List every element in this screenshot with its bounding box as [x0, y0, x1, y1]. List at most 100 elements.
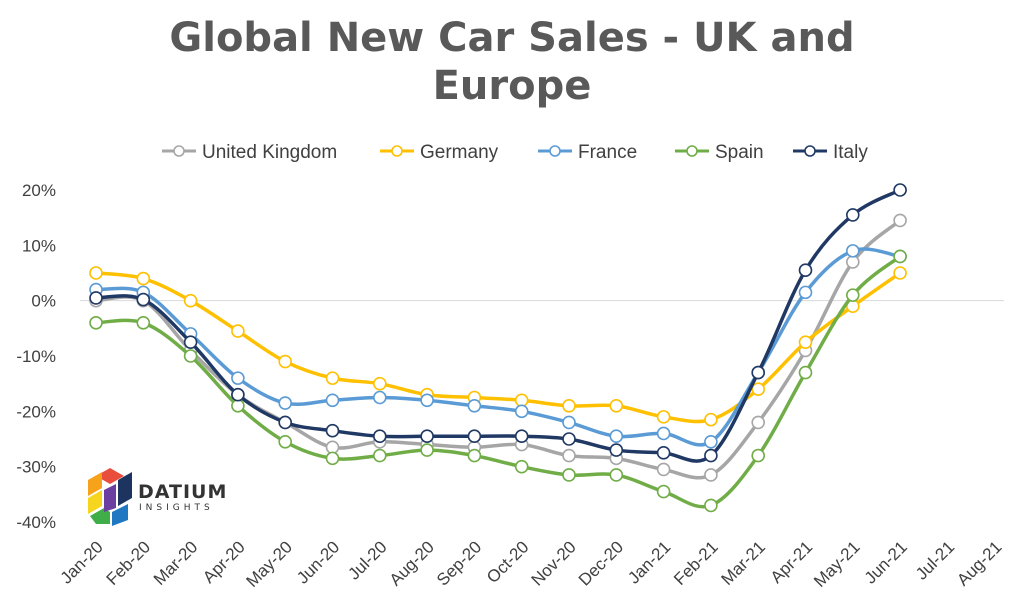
data-point-spain [562, 468, 576, 482]
logo-hexagon-purple [104, 484, 116, 512]
data-point-italy [183, 335, 198, 349]
legend-swatch-marker [549, 145, 561, 157]
data-point-spain [751, 448, 766, 463]
x-tick-label: Aug-21 [953, 537, 1005, 589]
data-point-france [467, 398, 482, 413]
data-point-spain [136, 315, 151, 330]
datium-insights-logo: DATIUM INSIGHTS [88, 468, 227, 526]
series-layer [89, 183, 907, 513]
data-point-italy [325, 423, 340, 438]
logo-wordmark: DATIUM [138, 481, 227, 503]
data-point-france [514, 404, 529, 419]
logo-hexagon-navy [118, 472, 132, 506]
x-tick-label: Feb-20 [103, 537, 155, 589]
data-point-germany [89, 266, 103, 280]
legend-label-united-kingdom: United Kingdom [202, 142, 337, 163]
series-line-france [94, 247, 902, 447]
data-point-germany [751, 382, 766, 397]
logo-hexagon-orange [88, 472, 102, 496]
data-point-france [798, 285, 813, 300]
data-point-france [231, 371, 245, 385]
data-point-italy [704, 448, 718, 463]
data-point-italy [231, 387, 245, 402]
data-point-spain [467, 448, 482, 463]
y-tick-label: -20% [16, 402, 56, 421]
x-tick-label: Nov-20 [528, 537, 580, 589]
x-tick-label: Apr-21 [767, 537, 817, 587]
legend-item-united-kingdom: United Kingdom [162, 142, 337, 163]
data-point-spain [893, 249, 907, 264]
legend-label-italy: Italy [833, 142, 868, 163]
x-tick-label: Mar-20 [150, 537, 202, 589]
data-point-spain [704, 498, 718, 513]
legend-swatch-marker [686, 145, 698, 157]
data-point-spain [325, 451, 340, 466]
x-tick-label: Aug-20 [386, 537, 438, 589]
x-tick-label: Jul-21 [912, 537, 958, 583]
data-point-france [325, 393, 340, 408]
x-tick-label: Jan-21 [624, 537, 674, 587]
data-point-italy [278, 415, 293, 430]
x-tick-label: Mar-21 [718, 537, 770, 589]
data-point-united-kingdom [845, 255, 860, 269]
series-line-spain [94, 254, 902, 509]
x-tick-label: Feb-21 [670, 537, 722, 589]
data-point-germany [656, 410, 671, 424]
chart-title-line-1: Global New Car Sales - UK and [169, 15, 855, 61]
data-point-spain [656, 484, 671, 499]
logo-subtitle: INSIGHTS [139, 503, 214, 513]
data-point-italy [467, 429, 482, 444]
data-point-italy [656, 446, 671, 460]
legend-item-spain: Spain [675, 142, 764, 163]
data-point-france [420, 393, 434, 408]
x-tick-label: Jun-20 [293, 537, 343, 587]
x-tick-label: Apr-20 [199, 537, 249, 587]
data-point-italy [136, 292, 151, 307]
legend-swatch-marker [804, 145, 816, 157]
series-italy [89, 183, 907, 463]
data-point-italy [514, 429, 529, 444]
data-point-united-kingdom [893, 213, 907, 228]
data-point-spain [372, 448, 387, 463]
logo-hexagon-red [96, 468, 124, 484]
data-point-germany [372, 376, 387, 391]
x-tick-label: Oct-20 [483, 537, 533, 587]
legend-item-germany: Germany [380, 142, 499, 163]
data-point-italy [562, 432, 576, 446]
y-tick-label: -40% [16, 513, 56, 532]
logo-hexagon-yellow [88, 490, 102, 514]
data-point-germany [231, 324, 245, 338]
chart-title: Global New Car Sales - UK and Europe [0, 14, 1024, 110]
series-line-italy [94, 188, 902, 463]
data-point-germany [798, 335, 813, 349]
data-point-france [562, 415, 576, 430]
data-point-france [372, 390, 387, 405]
data-point-italy [798, 263, 813, 278]
series-line-germany [94, 271, 902, 424]
data-point-united-kingdom [562, 448, 576, 463]
series-germany [89, 266, 907, 427]
series-france [89, 244, 907, 449]
x-tick-label: Sep-20 [433, 537, 485, 589]
legend-swatch-marker [391, 145, 403, 157]
series-spain [89, 249, 907, 513]
data-point-spain [420, 443, 434, 457]
data-point-france [278, 396, 293, 410]
data-point-spain [845, 288, 860, 302]
data-point-germany [325, 371, 340, 385]
chart-title-line-2: Europe [432, 63, 592, 109]
data-point-germany [136, 271, 151, 286]
series-united-kingdom [89, 213, 907, 482]
legend-label-france: France [578, 142, 637, 163]
data-point-italy [372, 429, 387, 444]
data-point-france [845, 244, 860, 258]
data-point-italy [89, 291, 103, 305]
x-tick-label: Jul-20 [344, 537, 390, 583]
y-tick-label: 0% [31, 292, 56, 311]
data-point-germany [514, 393, 529, 408]
data-point-spain [183, 349, 198, 363]
data-point-germany [704, 412, 718, 427]
data-point-france [609, 429, 624, 444]
data-point-italy [420, 429, 434, 444]
